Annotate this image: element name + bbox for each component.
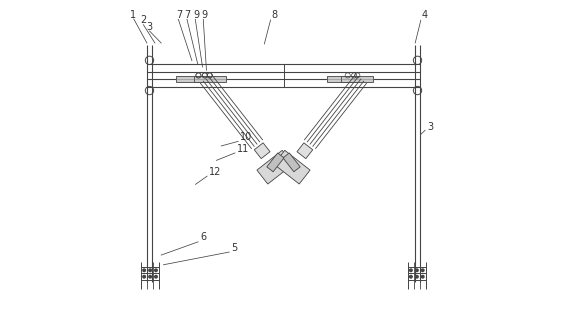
Text: 2: 2 <box>141 15 147 25</box>
Bar <box>176 76 208 82</box>
Text: 7: 7 <box>176 10 182 20</box>
Text: 7: 7 <box>185 10 191 20</box>
Text: 5: 5 <box>231 243 238 253</box>
Circle shape <box>409 269 412 272</box>
Circle shape <box>421 275 424 278</box>
Text: 1: 1 <box>130 10 136 20</box>
Text: 4: 4 <box>421 10 428 20</box>
Text: 11: 11 <box>237 143 249 153</box>
Text: 8: 8 <box>272 10 278 20</box>
Bar <box>193 76 226 82</box>
Polygon shape <box>254 143 270 159</box>
Circle shape <box>409 275 412 278</box>
Text: 9: 9 <box>201 10 207 20</box>
Circle shape <box>155 269 157 272</box>
Polygon shape <box>274 150 310 184</box>
Polygon shape <box>267 153 284 172</box>
Circle shape <box>416 275 418 278</box>
Circle shape <box>143 275 145 278</box>
Polygon shape <box>283 153 300 172</box>
Polygon shape <box>257 150 293 184</box>
Bar <box>341 76 374 82</box>
Text: 3: 3 <box>428 122 433 132</box>
Text: 3: 3 <box>146 22 153 31</box>
Text: 10: 10 <box>240 132 252 142</box>
Bar <box>327 76 359 82</box>
Text: 12: 12 <box>209 167 221 177</box>
Text: 9: 9 <box>193 10 199 20</box>
Polygon shape <box>297 143 313 159</box>
Text: 6: 6 <box>200 232 206 242</box>
Circle shape <box>421 269 424 272</box>
Circle shape <box>416 269 418 272</box>
Circle shape <box>155 275 157 278</box>
Circle shape <box>143 269 145 272</box>
Circle shape <box>149 275 151 278</box>
Circle shape <box>149 269 151 272</box>
